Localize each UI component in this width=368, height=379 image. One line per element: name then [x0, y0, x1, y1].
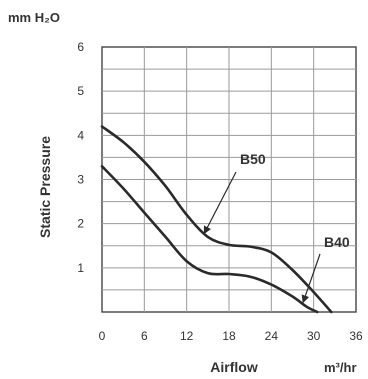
- annotation-arrow-b50: [203, 171, 237, 235]
- y-tick-label: 2: [77, 217, 84, 231]
- series-curve-b40: [100, 165, 319, 314]
- y-axis-label: Static Pressure: [37, 136, 53, 238]
- y-tick-label: 5: [77, 84, 84, 98]
- x-tick-label: 18: [222, 329, 236, 343]
- x-axis-label: Airflow: [210, 359, 258, 375]
- y-tick-label: 6: [77, 40, 84, 54]
- annotation-label-b40: B40: [324, 234, 350, 250]
- series-curves: [100, 125, 333, 314]
- y-tick-label: 1: [77, 261, 84, 275]
- y-tick-label: 4: [77, 128, 84, 142]
- x-tick-label: 36: [349, 329, 363, 343]
- y-tick-labels: 1 2 3 4 5 6: [77, 40, 84, 275]
- x-tick-label: 24: [265, 329, 279, 343]
- x-tick-label: 30: [307, 329, 321, 343]
- grid-lines: [102, 47, 356, 312]
- x-tick-label: 0: [99, 329, 106, 343]
- series-curve-b50: [100, 125, 333, 314]
- x-tick-labels: 0 6 12 18 24 30 36: [99, 329, 363, 343]
- x-unit-label: m³/hr: [324, 360, 357, 375]
- annotation-arrow-b40: [301, 253, 321, 304]
- y-unit-label: mm H₂O: [8, 10, 60, 25]
- x-tick-label: 6: [141, 329, 148, 343]
- y-tick-label: 3: [77, 173, 84, 187]
- x-tick-label: 12: [180, 329, 194, 343]
- annotation-label-b50: B50: [240, 151, 266, 167]
- curve-annotations: B50 B40: [203, 151, 350, 304]
